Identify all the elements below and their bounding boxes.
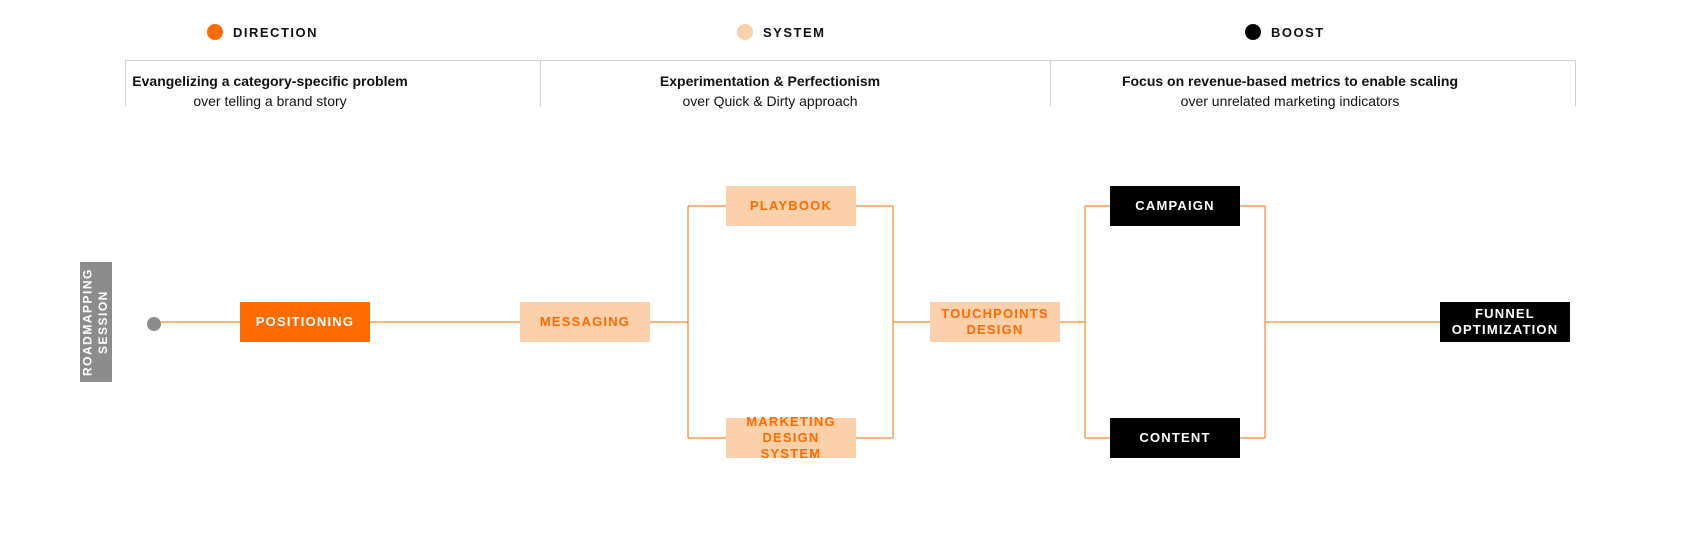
column-header-2: Focus on revenue-based metrics to enable… (1060, 72, 1520, 111)
node-messaging: MESSAGING (520, 302, 650, 342)
header-pill-label-2: BOOST (1271, 25, 1325, 40)
header-pill-dot-0 (207, 24, 223, 40)
column-header-sub-1: over Quick & Dirty approach (540, 92, 1000, 112)
column-header-strong-0: Evangelizing a category-specific problem (40, 72, 500, 92)
column-header-strong-1: Experimentation & Perfectionism (540, 72, 1000, 92)
node-playbook: PLAYBOOK (726, 186, 856, 226)
start-dot (147, 317, 161, 331)
column-header-0: Evangelizing a category-specific problem… (40, 72, 500, 111)
column-header-sub-2: over unrelated marketing indicators (1060, 92, 1520, 112)
column-header-strong-2: Focus on revenue-based metrics to enable… (1060, 72, 1520, 92)
header-separator-3 (1575, 60, 1576, 106)
header-pill-label-0: DIRECTION (233, 25, 318, 40)
roadmapping-session: ROADMAPPING SESSION (80, 262, 112, 382)
header-pill-0: DIRECTION (207, 24, 318, 40)
header-rule (125, 60, 1575, 61)
column-header-sub-0: over telling a brand story (40, 92, 500, 112)
node-campaign: CAMPAIGN (1110, 186, 1240, 226)
header-separator-2 (1050, 60, 1051, 106)
node-touchpoints: TOUCHPOINTS DESIGN (930, 302, 1060, 342)
header-pill-label-1: SYSTEM (763, 25, 825, 40)
header-pill-2: BOOST (1245, 24, 1325, 40)
diagram-stage: DIRECTION SYSTEM BOOST Evangelizing a categ… (0, 0, 1701, 549)
header-pill-1: SYSTEM (737, 24, 825, 40)
node-funnel: FUNNEL OPTIMIZATION (1440, 302, 1570, 342)
column-header-1: Experimentation & Perfectionismover Quic… (540, 72, 1000, 111)
node-positioning: POSITIONING (240, 302, 370, 342)
node-mds: MARKETING DESIGN SYSTEM (726, 418, 856, 458)
header-pill-dot-1 (737, 24, 753, 40)
header-pill-dot-2 (1245, 24, 1261, 40)
node-content: CONTENT (1110, 418, 1240, 458)
